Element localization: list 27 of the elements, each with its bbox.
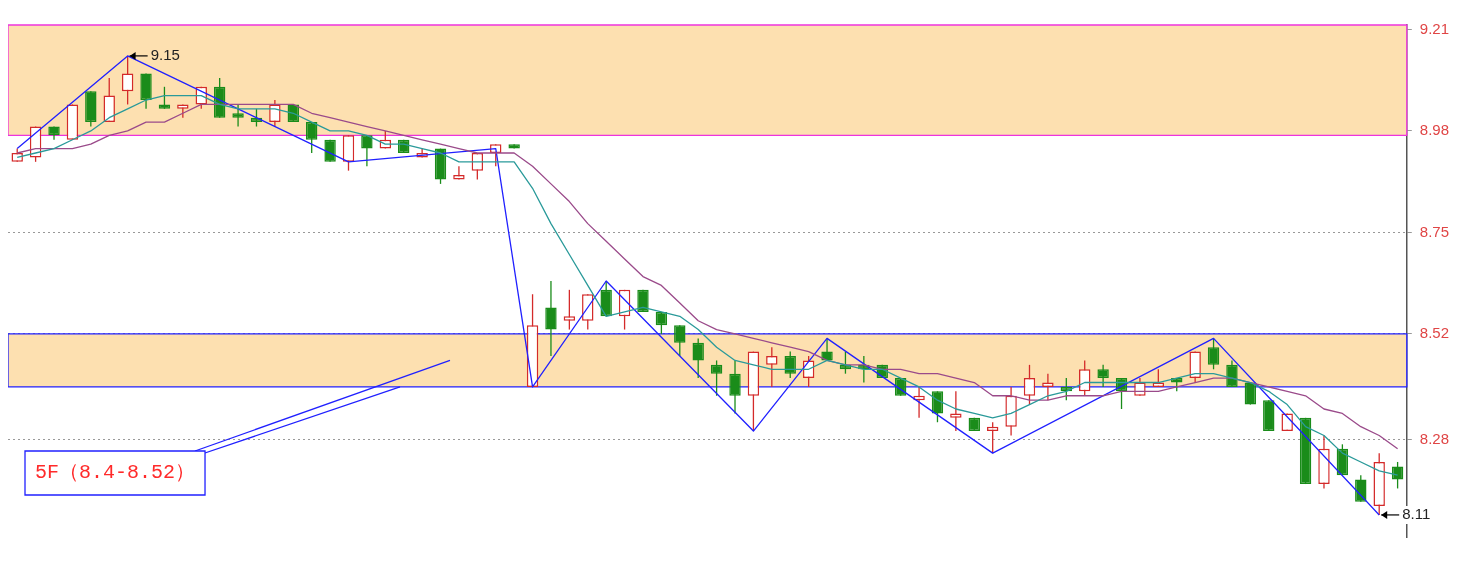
candlestick — [1207, 337, 1220, 370]
candlestick — [913, 386, 925, 419]
y-tick-label: 8.98 — [1419, 121, 1450, 139]
candlestick — [545, 280, 557, 357]
band-label: 5F（8.4-8.52） — [35, 461, 196, 485]
y-tick-label: 8.75 — [1419, 222, 1450, 240]
annotation: 8.11 — [1402, 505, 1431, 523]
candlestick — [1097, 364, 1109, 388]
candlestick — [674, 324, 686, 357]
candlestick — [692, 337, 704, 379]
candlestick — [839, 350, 852, 375]
candlestick — [103, 77, 115, 123]
candlestick — [600, 280, 612, 317]
candlestick — [1189, 350, 1201, 384]
candlestick — [361, 134, 373, 167]
candlestick — [1023, 364, 1036, 406]
candlestick — [140, 72, 152, 110]
annotation: 9.15 — [150, 46, 180, 64]
y-tick-label: 9.21 — [1419, 19, 1450, 37]
candlestick — [121, 55, 134, 106]
y-tick-label: 8.28 — [1419, 430, 1450, 448]
candlestick — [986, 421, 999, 454]
candlestick — [710, 359, 723, 397]
candlestick — [1391, 461, 1404, 490]
candlestick — [729, 359, 741, 415]
candlestick — [342, 134, 355, 172]
y-tick-label: 8.52 — [1419, 324, 1450, 342]
